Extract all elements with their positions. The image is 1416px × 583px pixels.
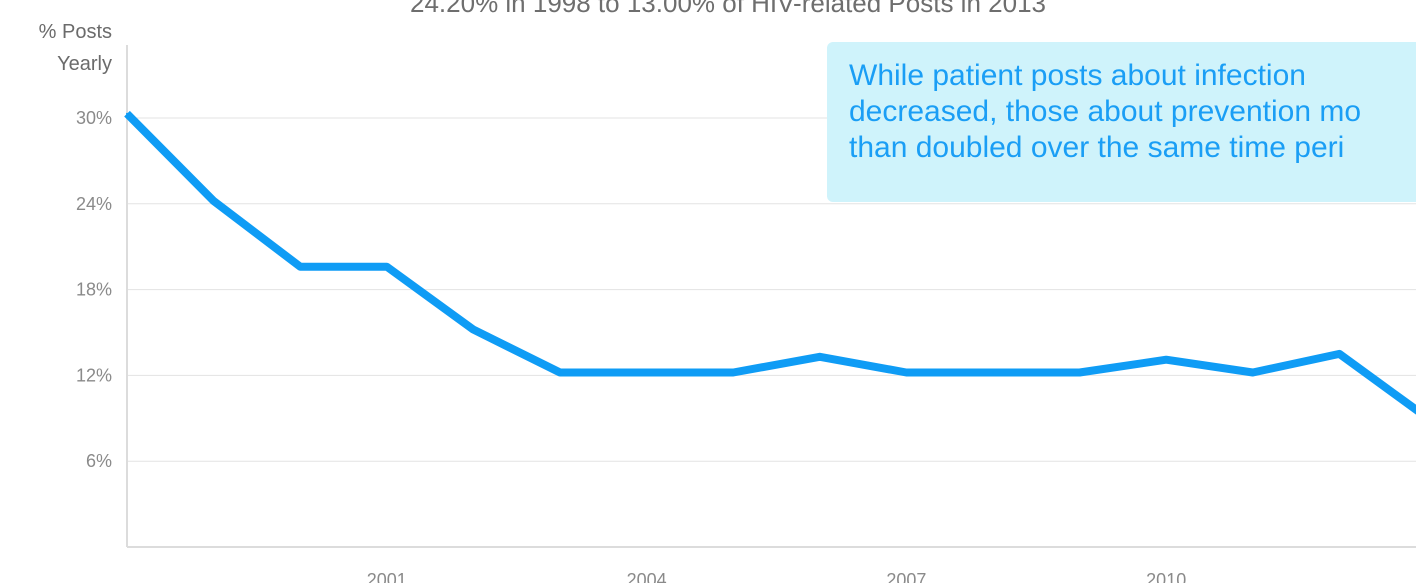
data-point [645, 371, 648, 374]
y-tick-labels: 30% 24% 18% 12% 6% [76, 108, 112, 471]
series-group [124, 110, 1416, 415]
x-tick-label: 2004 [627, 570, 667, 583]
data-point [126, 112, 128, 115]
data-point [818, 355, 821, 358]
y-tick-label: 6% [86, 451, 112, 471]
annotation-line-3: than doubled over the same time peri [849, 131, 1345, 164]
annotation-callout: While patient posts about infection decr… [827, 42, 1416, 202]
y-tick-label: 12% [76, 365, 112, 385]
data-point [385, 265, 388, 268]
y-tick-label: 30% [76, 108, 112, 128]
y-tick-label: 18% [76, 280, 112, 300]
annotation-line-1: While patient posts about infection [849, 59, 1306, 92]
annotation-line-2: decreased, those about prevention mo [849, 95, 1362, 128]
y-axis-label: % Posts Yearly [39, 21, 112, 75]
data-point [732, 371, 735, 374]
x-tick-label: 2007 [886, 570, 926, 583]
data-point [1078, 371, 1081, 374]
data-point [905, 371, 908, 374]
data-point [1165, 358, 1168, 361]
data-point [559, 371, 561, 374]
x-tick-label: 2010 [1146, 570, 1186, 583]
data-point [992, 371, 994, 374]
data-point [1251, 371, 1254, 374]
data-point [472, 328, 475, 331]
data-point [212, 199, 215, 202]
chart-title: 24.20% in 1998 to 13.00% of HIV-related … [410, 0, 1046, 18]
y-tick-label: 24% [76, 194, 112, 214]
series-line [124, 110, 1416, 415]
y-axis-label-line-2: Yearly [57, 53, 112, 75]
x-tick-label: 2001 [367, 570, 407, 583]
data-point [1338, 352, 1341, 355]
x-tick-labels: 2001 2004 2007 2010 [367, 570, 1186, 583]
data-point [299, 265, 302, 268]
annotation-text: While patient posts about infection decr… [849, 58, 1416, 166]
y-axis-label-line-1: % Posts [39, 21, 112, 43]
